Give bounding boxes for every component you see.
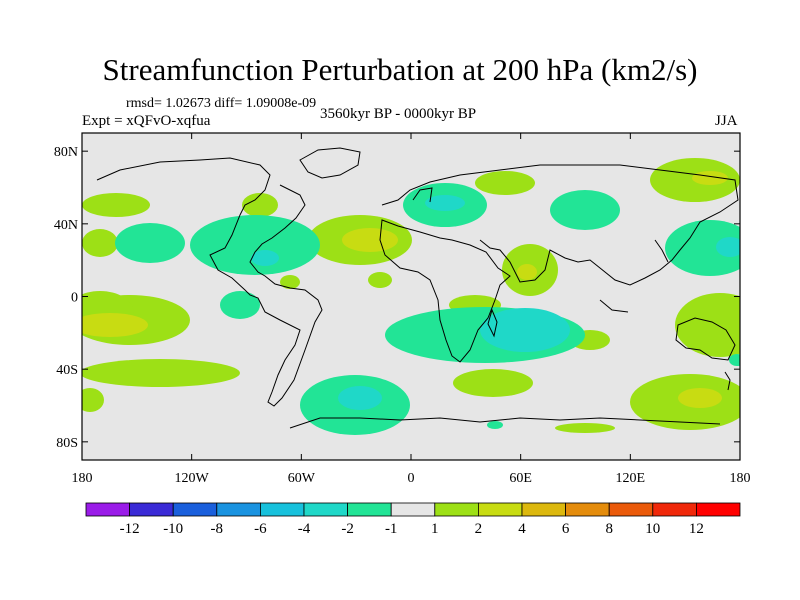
period-label: 3560kyr BP - 0000kyr BP <box>320 106 477 122</box>
colorbar-label: 6 <box>562 521 570 537</box>
colorbar-swatch <box>172 502 218 517</box>
contour-fields <box>82 158 740 435</box>
lon-tick-label: 60W <box>288 471 316 486</box>
colorbar-label: -4 <box>298 521 311 537</box>
colorbar-swatch <box>696 502 741 517</box>
colorbar-swatch <box>565 502 610 517</box>
plot-title: Streamfunction Perturbation at 200 hPa (… <box>102 52 698 87</box>
colorbar-swatch <box>608 502 654 517</box>
lon-tick-label: 60E <box>509 471 532 486</box>
lon-tick-label: 120W <box>175 471 210 486</box>
lat-tick-label: 40S <box>56 363 78 378</box>
colorbar-swatch <box>129 502 174 517</box>
colorbar-swatch <box>521 502 566 517</box>
colorbar-label: 2 <box>475 521 483 537</box>
colorbar-swatch <box>347 502 392 517</box>
tick-marks <box>81 133 741 460</box>
colorbar-swatch <box>303 502 348 517</box>
colorbar-swatch <box>85 502 130 517</box>
colorbar-label: -8 <box>211 521 224 537</box>
colorbar-label: -6 <box>254 521 267 537</box>
map-background <box>82 133 740 460</box>
colorbar-label: -10 <box>163 521 183 537</box>
colorbar-swatch <box>259 502 305 517</box>
colorbar-label: 10 <box>645 521 660 537</box>
tick-labels: 180 120W 60W 0 60E 120E 180 80N 40N 0 40S 80S <box>54 145 751 486</box>
lat-tick-label: 80N <box>54 145 78 160</box>
colorbar-label: 1 <box>431 521 439 537</box>
colorbar-swatch <box>652 502 697 517</box>
colorbar-label: 12 <box>689 521 704 537</box>
colorbar-swatch <box>390 502 436 517</box>
colorbar: -12 -10 -8 -6 -4 -2 -1 1 2 4 6 8 10 12 <box>85 502 741 537</box>
lat-tick-label: 80S <box>56 436 78 451</box>
colorbar-label: -1 <box>385 521 398 537</box>
lon-tick-label: 180 <box>730 471 751 486</box>
colorbar-label: -2 <box>341 521 354 537</box>
colorbar-swatch <box>216 502 261 517</box>
lon-tick-label: 0 <box>408 471 415 486</box>
colorbar-label: 4 <box>518 521 526 537</box>
lon-tick-label: 120E <box>616 471 646 486</box>
stats-label: rmsd= 1.02673 diff= 1.09008e-09 <box>126 96 317 111</box>
lat-tick-label: 0 <box>71 291 78 306</box>
colorbar-swatch <box>434 502 479 517</box>
level-neg2-4 <box>251 195 740 410</box>
lat-tick-label: 40N <box>54 218 78 233</box>
coastlines <box>96 147 739 429</box>
season-label: JJA <box>715 113 738 129</box>
colorbar-label: -12 <box>120 521 140 537</box>
experiment-label: Expt = xQFvO-xqfua <box>82 113 211 129</box>
colorbar-label: 8 <box>605 521 613 537</box>
level-2-4 <box>82 171 728 408</box>
colorbar-swatch <box>477 502 523 517</box>
lon-tick-label: 180 <box>72 471 93 486</box>
